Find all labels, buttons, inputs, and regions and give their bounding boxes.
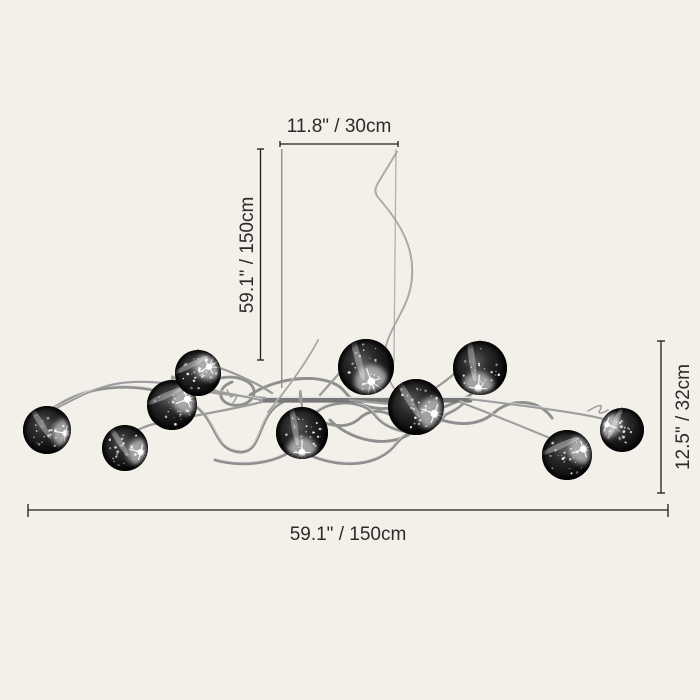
svg-text:11.8" / 30cm: 11.8" / 30cm [287,116,392,137]
svg-text:12.5" / 32cm: 12.5" / 32cm [673,364,694,470]
svg-text:59.1" / 150cm: 59.1" / 150cm [290,524,407,545]
svg-text:59.1" / 150cm: 59.1" / 150cm [237,197,258,314]
